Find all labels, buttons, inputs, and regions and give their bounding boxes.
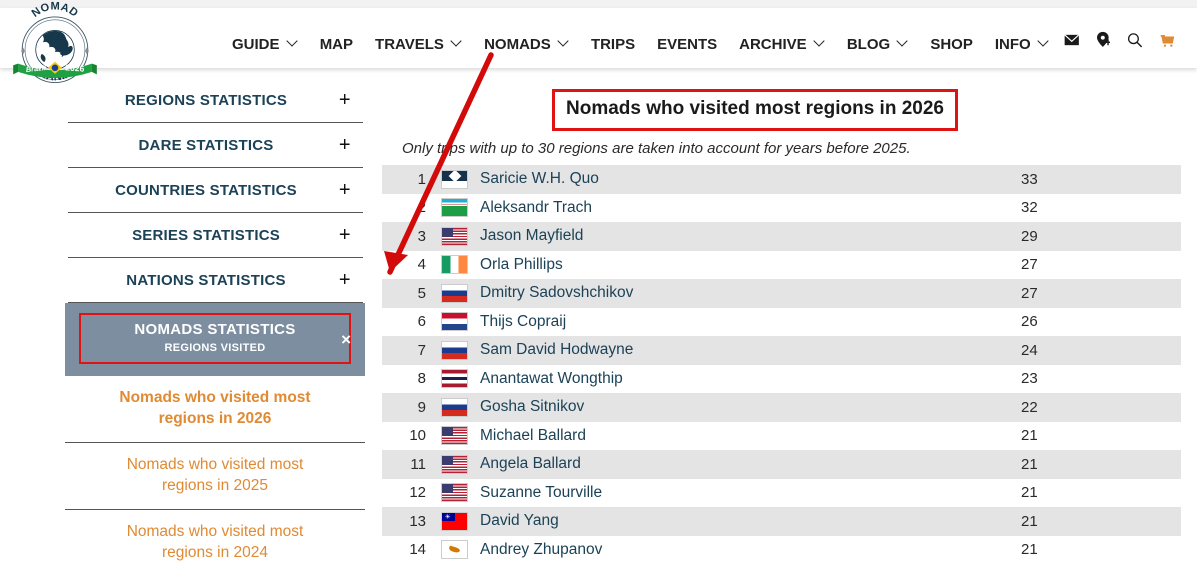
svg-text:2026: 2026 xyxy=(65,62,85,73)
